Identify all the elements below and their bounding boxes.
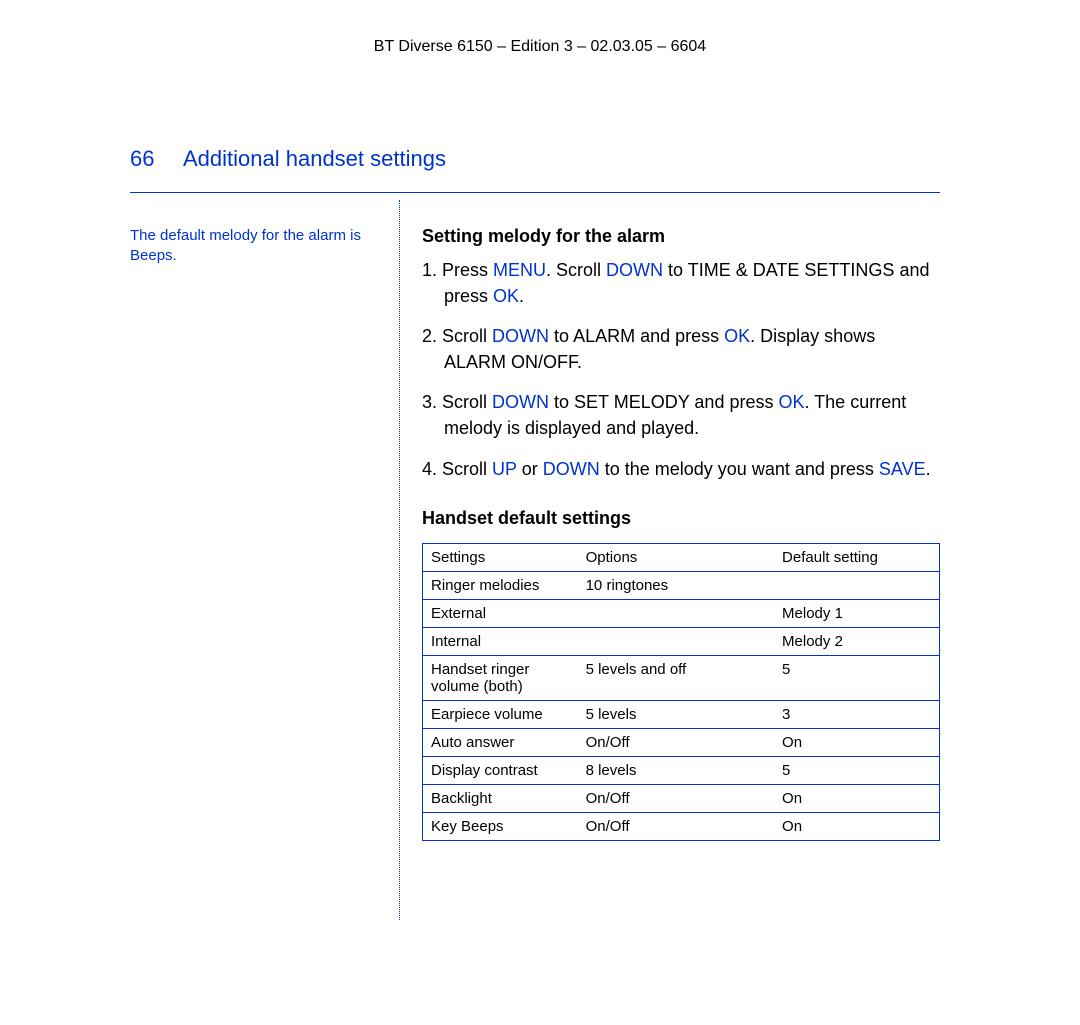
table-row: External Melody 1: [423, 599, 940, 627]
text: Press: [442, 260, 493, 280]
cell: 5 levels: [578, 700, 774, 728]
cell: Internal: [423, 627, 578, 655]
caps-text: SET MELODY: [574, 392, 689, 412]
cell: Earpiece volume: [423, 700, 578, 728]
table-row: Earpiece volume 5 levels 3: [423, 700, 940, 728]
text: .: [926, 459, 931, 479]
keyword-ok: OK: [724, 326, 750, 346]
cell: Melody 2: [774, 627, 939, 655]
step-4: 4. Scroll UP or DOWN to the melody you w…: [422, 456, 940, 482]
cell: Handset ringer volume (both): [423, 655, 578, 700]
table-header-row: Settings Options Default setting: [423, 543, 940, 571]
keyword-ok: OK: [493, 286, 519, 306]
keyword-menu: MENU: [493, 260, 546, 280]
text: and press: [689, 392, 778, 412]
text: . Scroll: [546, 260, 606, 280]
cell: External: [423, 599, 578, 627]
col-header: Options: [578, 543, 774, 571]
caps-text: ALARM ON/OFF: [444, 352, 577, 372]
cell: On: [774, 784, 939, 812]
page-number: 66: [130, 146, 154, 172]
table-row: Ringer melodies 10 ringtones: [423, 571, 940, 599]
content-wrap: The default melody for the alarm is Beep…: [130, 200, 940, 920]
cell: 8 levels: [578, 756, 774, 784]
text: and press: [635, 326, 724, 346]
cell: On/Off: [578, 784, 774, 812]
step-num: 2.: [422, 326, 442, 346]
cell: 10 ringtones: [578, 571, 774, 599]
col-header: Settings: [423, 543, 578, 571]
keyword-save: SAVE: [879, 459, 926, 479]
cell: Display contrast: [423, 756, 578, 784]
table-row: Display contrast 8 levels 5: [423, 756, 940, 784]
cell: Backlight: [423, 784, 578, 812]
table-row: Backlight On/Off On: [423, 784, 940, 812]
keyword-down: DOWN: [543, 459, 600, 479]
text: .: [577, 352, 582, 372]
table-row: Key Beeps On/Off On: [423, 812, 940, 840]
defaults-table: Settings Options Default setting Ringer …: [422, 543, 940, 841]
cell: 5: [774, 756, 939, 784]
subheading-melody: Setting melody for the alarm: [422, 226, 940, 247]
cell: Auto answer: [423, 728, 578, 756]
step-2: 2. Scroll DOWN to ALARM and press OK. Di…: [422, 323, 940, 375]
step-3: 3. Scroll DOWN to SET MELODY and press O…: [422, 389, 940, 441]
text: . Display shows: [750, 326, 875, 346]
main-column: Setting melody for the alarm 1. Press ME…: [400, 200, 940, 920]
section-title: Additional handset settings: [183, 146, 446, 172]
table-row: Internal Melody 2: [423, 627, 940, 655]
text: Scroll: [442, 326, 492, 346]
text: .: [519, 286, 524, 306]
cell: 5: [774, 655, 939, 700]
cell: [774, 571, 939, 599]
text: Scroll: [442, 459, 492, 479]
step-num: 3.: [422, 392, 442, 412]
keyword-down: DOWN: [492, 326, 549, 346]
cell: On: [774, 728, 939, 756]
cell: Melody 1: [774, 599, 939, 627]
step-num: 4.: [422, 459, 442, 479]
text: to: [549, 392, 574, 412]
keyword-up: UP: [492, 459, 517, 479]
subheading-defaults: Handset default settings: [422, 508, 940, 529]
title-rule: [130, 192, 940, 193]
sidebar: The default melody for the alarm is Beep…: [130, 200, 400, 920]
cell: Ringer melodies: [423, 571, 578, 599]
step-1: 1. Press MENU. Scroll DOWN to TIME & DAT…: [422, 257, 940, 309]
document-page: BT Diverse 6150 – Edition 3 – 02.03.05 –…: [0, 0, 1080, 1025]
cell: 3: [774, 700, 939, 728]
table-row: Handset ringer volume (both) 5 levels an…: [423, 655, 940, 700]
cell: Key Beeps: [423, 812, 578, 840]
caps-text: TIME & DATE SETTINGS: [688, 260, 895, 280]
caps-text: ALARM: [573, 326, 635, 346]
keyword-down: DOWN: [492, 392, 549, 412]
keyword-ok: OK: [778, 392, 804, 412]
text: to: [663, 260, 688, 280]
keyword-down: DOWN: [606, 260, 663, 280]
cell: [578, 627, 774, 655]
cell: [578, 599, 774, 627]
step-num: 1.: [422, 260, 442, 280]
table-row: Auto answer On/Off On: [423, 728, 940, 756]
cell: 5 levels and off: [578, 655, 774, 700]
text: to the melody you want and press: [600, 459, 879, 479]
document-header: BT Diverse 6150 – Edition 3 – 02.03.05 –…: [0, 38, 1080, 56]
sidebar-note: The default melody for the alarm is Beep…: [130, 226, 381, 267]
cell: On/Off: [578, 812, 774, 840]
text: to: [549, 326, 573, 346]
col-header: Default setting: [774, 543, 939, 571]
cell: On: [774, 812, 939, 840]
cell: On/Off: [578, 728, 774, 756]
text: Scroll: [442, 392, 492, 412]
text: or: [517, 459, 543, 479]
